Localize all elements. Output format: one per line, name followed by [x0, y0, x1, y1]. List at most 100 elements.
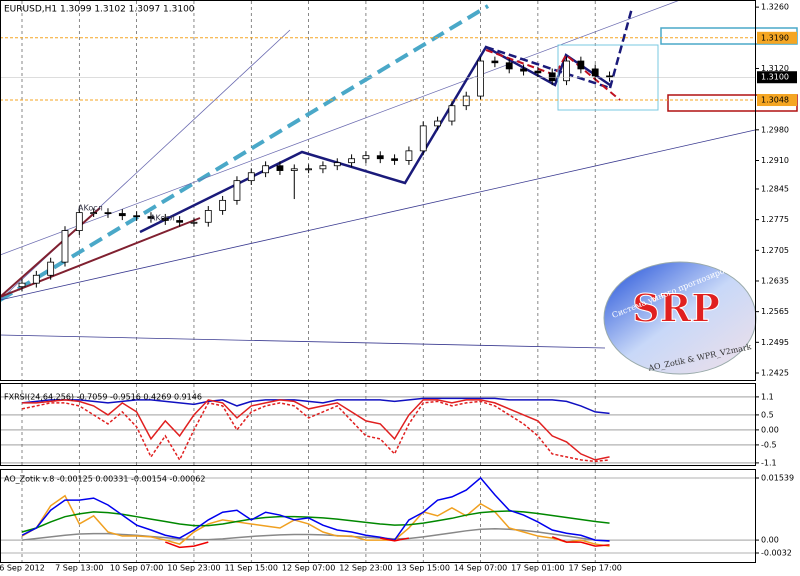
x-tick-label: 7 Sep 13:00: [55, 564, 103, 573]
y-tick-label: 0.00: [761, 425, 779, 434]
y-tick-label: 0.00: [761, 536, 779, 545]
candle-body: [61, 230, 69, 263]
y-tick-label: 1.2775: [761, 215, 789, 224]
series-line: [21, 397, 610, 415]
candle-body: [591, 68, 599, 77]
y-tick-label: 1.2425: [761, 368, 789, 377]
y-tick-label: -0.5: [761, 440, 777, 449]
candle-body: [18, 282, 26, 288]
y-tick-label: 1.2980: [761, 125, 789, 134]
candle-body: [190, 221, 198, 224]
x-tick-label: 11 Sep 15:00: [225, 564, 278, 573]
trend-line: [0, 4, 490, 302]
candle-body: [104, 212, 112, 215]
series-line: [165, 536, 610, 549]
candle-body: [147, 216, 155, 219]
candle-body: [219, 199, 227, 211]
candle-body: [32, 274, 40, 284]
candle-body: [534, 70, 542, 74]
level-box: [757, 94, 797, 107]
candle-body: [290, 168, 298, 171]
candle-body: [391, 158, 398, 161]
candle-body: [577, 60, 585, 70]
candle-body: [247, 172, 255, 182]
trend-line: [0, 0, 681, 256]
candle-body: [348, 158, 355, 164]
annotation: AKocл: [78, 204, 103, 213]
logo-title: SRP: [632, 286, 720, 331]
candle-body: [434, 120, 441, 127]
panel-frame: [0, 383, 756, 466]
candle-body: [233, 180, 241, 201]
candle-body: [133, 215, 141, 218]
candle-body: [161, 217, 169, 221]
y-tick-label: -1.1: [761, 458, 777, 467]
trend-line: [0, 217, 201, 298]
candle-body: [362, 155, 370, 160]
projection: [485, 45, 611, 90]
trend-line: [0, 129, 756, 301]
panel-title: AO_Zotik v.8 -0.00125 0.00331 -0.00154 -…: [4, 475, 205, 484]
candle-body: [548, 72, 556, 82]
candle-body: [305, 168, 313, 171]
candle-body: [405, 150, 413, 161]
x-tick-label: 12 Sep 23:00: [339, 564, 392, 573]
x-tick-label: 13 Sep 15:00: [397, 564, 450, 573]
candle-body: [491, 60, 499, 64]
y-tick-label: 1.2910: [761, 156, 789, 165]
series-line: [21, 494, 610, 547]
chart-title: EURUSD,H1 1.3099 1.3102 1.3097 1.3100: [4, 5, 195, 15]
y-tick-label: 1.3120: [761, 64, 789, 73]
candle-body: [204, 210, 212, 223]
y-tick-label: 0.5: [761, 410, 774, 419]
candle-body: [419, 125, 427, 152]
x-tick-label: 12 Sep 07:00: [282, 564, 335, 573]
y-tick-label: 1.2495: [761, 338, 789, 347]
level-box: [757, 31, 797, 44]
y-tick-label: 0.01539: [761, 473, 794, 482]
level-label: 1.3048: [761, 96, 789, 105]
series-line: [22, 399, 610, 461]
panel-title: FXRSI(24,64,256) -0.7059 -0.9516 0.4269 …: [4, 393, 202, 402]
y-tick-label: 1.2845: [761, 184, 789, 193]
projection: [608, 7, 634, 89]
candle-body: [118, 213, 126, 217]
series-line: [21, 476, 610, 542]
candle-body: [505, 62, 513, 70]
candle-body: [563, 60, 570, 82]
x-tick-label: 10 Sep 07:00: [110, 564, 163, 573]
x-tick-label: 10 Sep 23:00: [167, 564, 220, 573]
trend-line: [0, 334, 606, 349]
y-tick-label: 1.2705: [761, 246, 789, 255]
x-tick-label: 14 Sep 07:00: [454, 564, 507, 573]
candle-body: [262, 165, 270, 174]
frame: [0, 0, 756, 563]
x-tick-label: 17 Sep 01:00: [511, 564, 564, 573]
candle-body: [176, 220, 184, 223]
y-tick-label: 1.2565: [761, 307, 789, 316]
panel-frame: [0, 469, 756, 563]
candle-body: [90, 212, 98, 215]
x-tick-label: 6 Sep 2012: [0, 564, 45, 573]
y-tick-label: 1.1: [761, 392, 774, 401]
candle-body: [448, 105, 456, 122]
candle-body: [319, 165, 327, 170]
candle-body: [47, 261, 55, 276]
last-price-label: 1.3100: [761, 73, 789, 82]
y-tick-label: -0.0032: [761, 549, 792, 558]
projection: [485, 49, 621, 101]
level-label: 1.3190: [761, 33, 789, 42]
annotation: AKocл: [150, 214, 175, 223]
candle-body: [75, 212, 83, 231]
y-tick-label: 1.2635: [761, 276, 789, 285]
candle-body: [333, 162, 341, 167]
panel-frame: [0, 0, 756, 381]
y-tick-label: 1.3260: [761, 3, 789, 12]
last-price-box: [757, 71, 797, 84]
x-tick-label: 17 Sep 17:00: [568, 564, 621, 573]
candle-body: [376, 155, 384, 160]
candle-body: [477, 60, 484, 97]
trend-line: [0, 207, 101, 298]
candle-body: [276, 165, 284, 171]
